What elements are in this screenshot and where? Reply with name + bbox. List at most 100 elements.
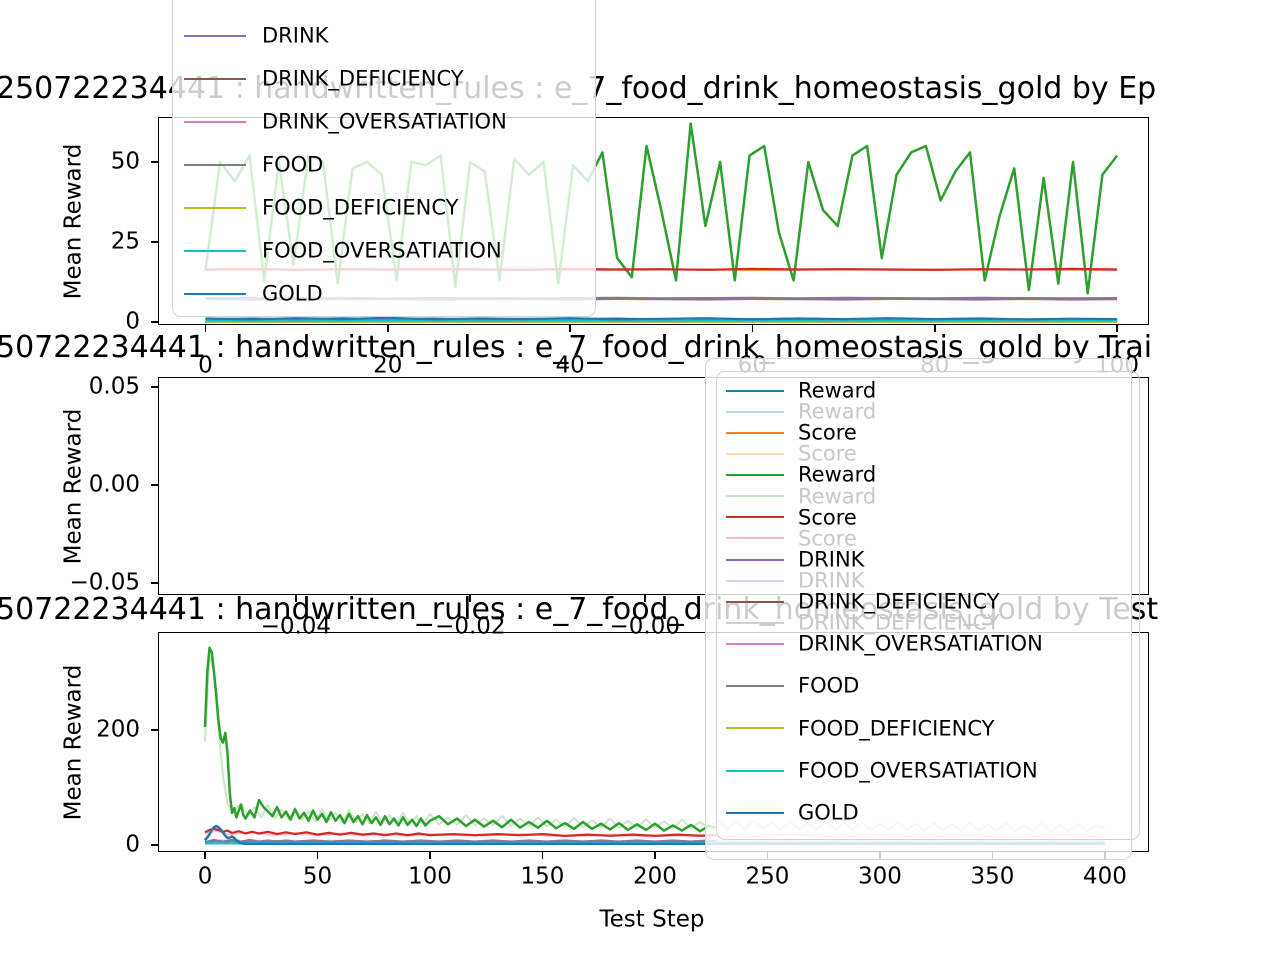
x-tick-mark [569,325,571,332]
x-tick-label: 150 [520,863,565,890]
y-tick-label: 0 [125,831,140,858]
x-tick-label: −0.00 [609,613,681,640]
series-line-score [204,827,716,837]
legend-line-swatch [726,579,784,582]
x-tick-label: 0 [198,352,213,379]
legend-line-swatch [184,292,246,295]
x-tick-mark [204,852,206,859]
series-line-food [204,840,716,844]
legend-frame [172,0,596,317]
legend-line-swatch [726,600,784,603]
legend-line-swatch [726,685,784,688]
legend-line-swatch [184,120,246,123]
y-tick-mark [151,321,158,323]
legend-entry-label: Score [798,505,857,530]
y-tick-label: −0.05 [69,569,140,596]
y-tick-label: 50 [110,148,140,175]
middle-plot-title: 50722234441 : handwritten_rules : e_7_fo… [0,330,1153,365]
y-tick-label: 25 [110,228,140,255]
legend-line-swatch [184,249,246,252]
legend-line-swatch [184,206,246,209]
legend-frame-front [716,371,1140,840]
x-tick-mark [1116,325,1118,332]
legend-entry-label: FOOD [798,673,860,698]
x-tick-label: 400 [1082,863,1127,890]
y-tick-mark [151,386,158,388]
legend-entry-label: DRINK [798,547,865,572]
legend-entry-label: FOOD_DEFICIENCY [798,716,995,741]
legend-entry-label-faded: Score [798,526,857,551]
legend-entry-label: GOLD [262,281,323,306]
legend-entry-label-faded: Score [798,441,857,466]
x-tick-mark [933,325,936,332]
legend-line-swatch [726,516,784,519]
legend-line-swatch [726,495,784,498]
x-tick-label: 250 [745,863,790,890]
legend-entry-label: GOLD [798,800,859,825]
x-tick-mark [429,852,431,859]
legend-line-swatch [726,389,784,392]
legend-line-swatch [726,474,784,477]
y-tick-label: 0 [125,308,140,335]
legend-entry-label: FOOD_OVERSATIATION [262,238,502,263]
legend-frame-back [705,358,1132,860]
y-tick-mark [151,484,158,486]
legend-line-swatch [726,621,784,624]
legend-entry-label-faded: DRINK [798,568,865,593]
legend-line-swatch [726,453,784,455]
x-tick-mark [386,325,389,332]
legend-line-swatch [184,163,246,166]
legend-line-swatch [726,410,784,413]
legend-entry-label: Reward [798,462,877,487]
x-tick-label: 40 [555,352,585,379]
y-tick-label: 200 [96,716,140,743]
legend-line-swatch [726,727,784,730]
x-tick-mark [541,852,544,859]
legend-line-swatch [726,431,784,434]
y-tick-label: 0.00 [88,471,140,498]
legend-entry-label: DRINK_DEFICIENCY [798,589,1000,614]
legend-entry-label: DRINK_DEFICIENCY [262,66,464,91]
legend-line-swatch [726,537,784,540]
x-tick-mark [316,852,319,859]
bottom-plot-axes [158,632,1149,852]
x-tick-label: 50 [302,863,333,890]
legend-entry-label-faded: DRINK_DEFICIENCY [798,610,1000,635]
x-tick-mark [294,595,297,602]
y-tick-label: 0.05 [88,373,140,400]
bottom-plot-xlabel: Test Step [599,906,705,933]
y-tick-mark [151,582,158,584]
x-tick-mark [204,325,207,332]
x-tick-label: −0.04 [260,613,332,640]
legend-entry-label: Score [262,0,321,4]
top-plot-axes [158,117,1149,325]
x-tick-label: −0.02 [435,613,506,640]
legend-entry-label: Reward [798,378,877,403]
y-tick-mark [151,161,158,163]
x-tick-mark [643,595,646,602]
legend-entry-label: DRINK_OVERSATIATION [262,109,507,134]
legend-entry-label: Score [798,420,857,445]
series-line-gold [205,316,1118,321]
legend-line-swatch [184,77,246,80]
legend-line-swatch [726,811,784,814]
x-tick-label: 350 [970,863,1015,890]
series-line-gold [204,824,1105,846]
legend-entry-label: DRINK_OVERSATIATION [798,631,1043,656]
y-tick-mark [151,844,158,846]
x-tick-label: 20 [373,352,403,379]
legend-entry-label-faded: Reward [798,484,877,508]
legend-entry-label: FOOD [262,152,324,177]
x-tick-mark [469,595,472,602]
legend-line-swatch [184,34,246,37]
legend-line-swatch [726,642,784,645]
middle-plot-axes [158,377,1149,595]
legend-line-swatch [726,769,784,772]
legend-entry-label-faded: Reward [798,399,877,424]
bottom-plot-ylabel: Mean Reward [60,664,87,821]
x-tick-label: 200 [633,863,677,890]
middle-plot-ylabel: Mean Reward [60,408,87,565]
y-tick-mark [151,729,158,731]
x-tick-mark [751,325,754,332]
